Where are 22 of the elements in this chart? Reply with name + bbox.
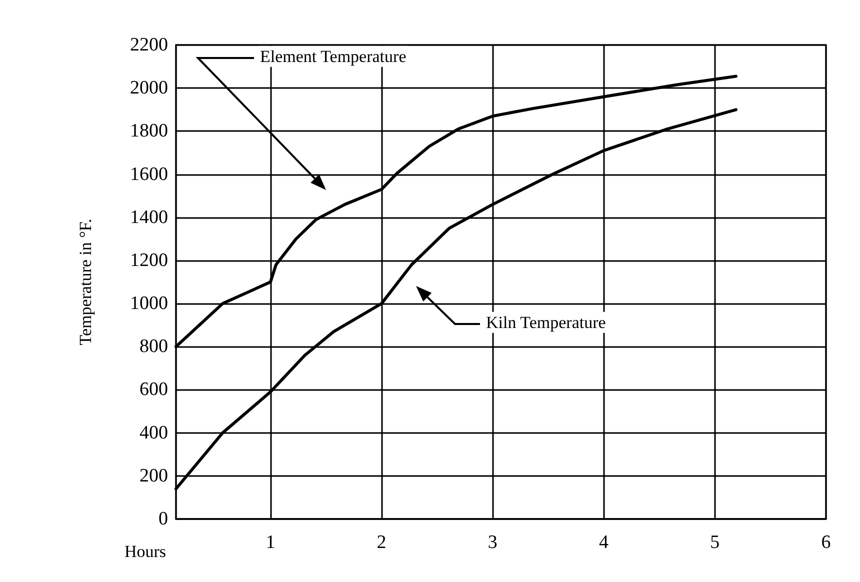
y-tick-label: 1200: [130, 250, 168, 271]
y-tick-label: 1400: [130, 206, 168, 228]
y-tick-label: 800: [140, 336, 168, 358]
y-tick-label: 600: [140, 379, 168, 400]
y-tick-label: 2000: [130, 78, 168, 99]
y-tick-label: 200: [140, 465, 168, 486]
annotation: Kiln Temperature: [486, 312, 606, 332]
x-tick-label: 2: [376, 532, 386, 553]
x-tick-label: 4: [599, 532, 610, 553]
y-tick-label: 1000: [130, 293, 168, 314]
y-tick-label: 1800: [130, 120, 168, 142]
annotation: Element Temperature: [260, 46, 406, 66]
y-tick-label: 400: [140, 422, 168, 444]
x-axis-title: Hours: [124, 542, 166, 561]
y-tick-label: 0: [158, 508, 168, 530]
y-axis-title: Temperature in °F.: [76, 218, 95, 346]
x-tick-label: 5: [710, 532, 720, 553]
x-tick-label: 1: [266, 532, 276, 553]
y-tick-label: 2200: [130, 34, 168, 56]
x-tick-label: 6: [821, 532, 831, 553]
x-tick-label: 3: [488, 532, 498, 553]
y-tick-label: 1600: [130, 164, 168, 185]
